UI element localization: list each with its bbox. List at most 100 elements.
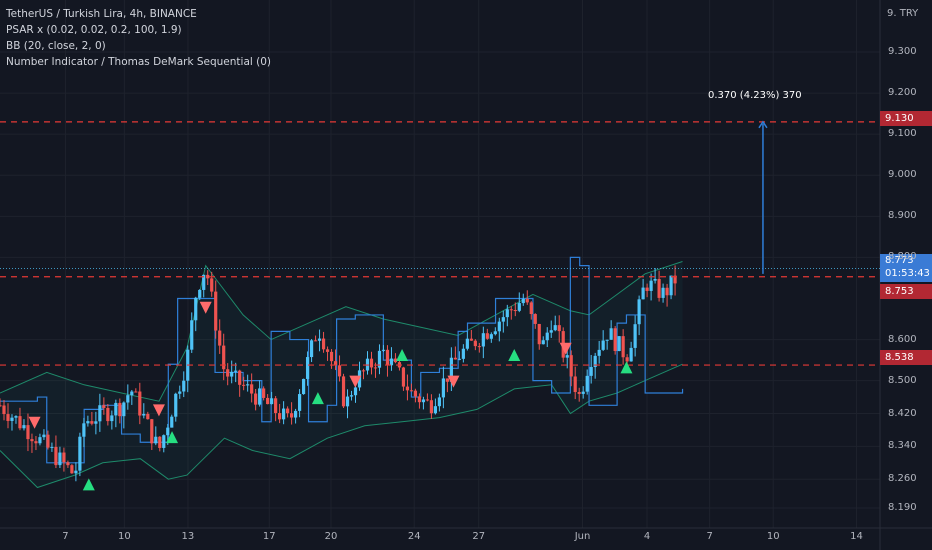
candle-body bbox=[102, 405, 106, 408]
candle-body bbox=[218, 330, 222, 346]
legend-symbol[interactable]: TetherUS / Turkish Lira, 4h, BINANCE bbox=[6, 8, 197, 20]
candle-body bbox=[333, 361, 338, 366]
candle-body bbox=[669, 275, 673, 296]
candle-body bbox=[134, 391, 138, 393]
y-tick-label: 8.190 bbox=[888, 502, 917, 513]
candle-body bbox=[266, 397, 270, 405]
legend-bb[interactable]: BB (20, close, 2, 0) bbox=[6, 40, 106, 52]
candle-body bbox=[242, 384, 246, 386]
candle-body bbox=[525, 298, 529, 303]
candle-body bbox=[234, 370, 238, 372]
candle-body bbox=[142, 413, 146, 416]
candle-body bbox=[286, 408, 290, 414]
candle-body bbox=[54, 446, 58, 466]
candle-body bbox=[493, 331, 497, 335]
candle-body bbox=[609, 328, 613, 340]
candle-body bbox=[625, 357, 629, 362]
candle-body bbox=[297, 394, 302, 411]
candle-body bbox=[114, 402, 118, 416]
candle-body bbox=[573, 376, 577, 393]
candle-body bbox=[613, 328, 617, 352]
y-tick-label: 8.600 bbox=[888, 333, 917, 345]
candle-body bbox=[126, 395, 130, 403]
candle-body bbox=[238, 370, 242, 385]
candle-body bbox=[22, 425, 26, 429]
candle-body bbox=[441, 378, 445, 398]
candle-body bbox=[353, 387, 358, 396]
candle-body bbox=[501, 317, 505, 322]
buy-signal-icon bbox=[620, 361, 633, 374]
candle-body bbox=[70, 465, 74, 474]
candle-body bbox=[517, 303, 521, 311]
middle-level-tag: 8.753 bbox=[880, 284, 932, 299]
candle-body bbox=[405, 386, 410, 391]
measure-arrowhead bbox=[758, 120, 768, 129]
x-tick-label: 20 bbox=[324, 531, 338, 542]
candle-body bbox=[258, 388, 262, 405]
candle-body bbox=[118, 402, 122, 417]
candle-body bbox=[577, 392, 581, 394]
y-tick-label: 8.420 bbox=[888, 407, 917, 419]
lower-level-tag: 8.538 bbox=[880, 350, 932, 365]
candle-body bbox=[58, 452, 62, 466]
current-price-tag: 8.773 01:53:43 bbox=[880, 254, 932, 282]
candle-body bbox=[601, 340, 605, 350]
candle-body bbox=[246, 384, 250, 386]
candle-body bbox=[325, 349, 330, 352]
candle-body bbox=[361, 370, 366, 372]
y-tick-label: 9.200 bbox=[888, 87, 917, 99]
legend-td-sequential[interactable]: Number Indicator / Thomas DeMark Sequent… bbox=[6, 56, 272, 68]
candle-body bbox=[194, 297, 198, 321]
x-tick-label: 10 bbox=[766, 531, 780, 542]
sell-signal-icon bbox=[447, 375, 460, 388]
candle-body bbox=[605, 339, 609, 341]
candle-body bbox=[198, 289, 202, 298]
measure-tool[interactable] bbox=[758, 120, 768, 274]
x-tick-label: 10 bbox=[117, 531, 131, 542]
bb-upper-line bbox=[0, 261, 683, 402]
candle-body bbox=[206, 274, 210, 279]
candle-body bbox=[469, 338, 473, 341]
candle-body bbox=[437, 397, 441, 407]
buy-signal-icon bbox=[311, 392, 324, 405]
bb-lower-line bbox=[0, 363, 683, 489]
currency-label[interactable]: 9. TRY bbox=[887, 8, 919, 19]
candle-body bbox=[665, 287, 669, 296]
candle-body bbox=[505, 309, 509, 318]
candle-body bbox=[178, 391, 182, 394]
candle-body bbox=[557, 325, 561, 332]
candle-body bbox=[549, 330, 553, 333]
candle-body bbox=[2, 405, 6, 415]
horizontal-levels[interactable] bbox=[0, 121, 880, 366]
candle-body bbox=[597, 349, 601, 356]
candle-body bbox=[30, 439, 34, 442]
candle-body bbox=[521, 298, 525, 304]
candle-body bbox=[421, 399, 426, 403]
candle-body bbox=[62, 452, 66, 463]
x-tick-label: 13 bbox=[181, 531, 195, 542]
legend-psar[interactable]: PSAR x (0.02, 0.02, 0.2, 100, 1.9) bbox=[6, 24, 182, 36]
candle-body bbox=[321, 338, 326, 350]
y-tick-label: 8.500 bbox=[888, 374, 917, 386]
x-tick-label: 14 bbox=[850, 531, 863, 542]
y-tick-label: 9.300 bbox=[888, 46, 917, 57]
candle-body bbox=[226, 369, 230, 377]
candle-body bbox=[593, 355, 597, 368]
candle-body bbox=[38, 437, 42, 444]
y-tick-label: 8.800 bbox=[888, 251, 917, 263]
candle-body bbox=[166, 427, 170, 436]
x-tick-label: 17 bbox=[262, 531, 276, 542]
buy-signal-icon bbox=[166, 431, 179, 444]
candle-body bbox=[230, 371, 234, 377]
candle-body bbox=[78, 436, 82, 471]
candle-body bbox=[46, 434, 50, 448]
candle-body bbox=[457, 358, 461, 360]
candle-body bbox=[553, 325, 557, 331]
candle-body bbox=[629, 347, 633, 362]
candle-countdown: 01:53:43 bbox=[885, 268, 930, 279]
candle-body bbox=[453, 357, 457, 360]
candle-body bbox=[50, 446, 54, 448]
